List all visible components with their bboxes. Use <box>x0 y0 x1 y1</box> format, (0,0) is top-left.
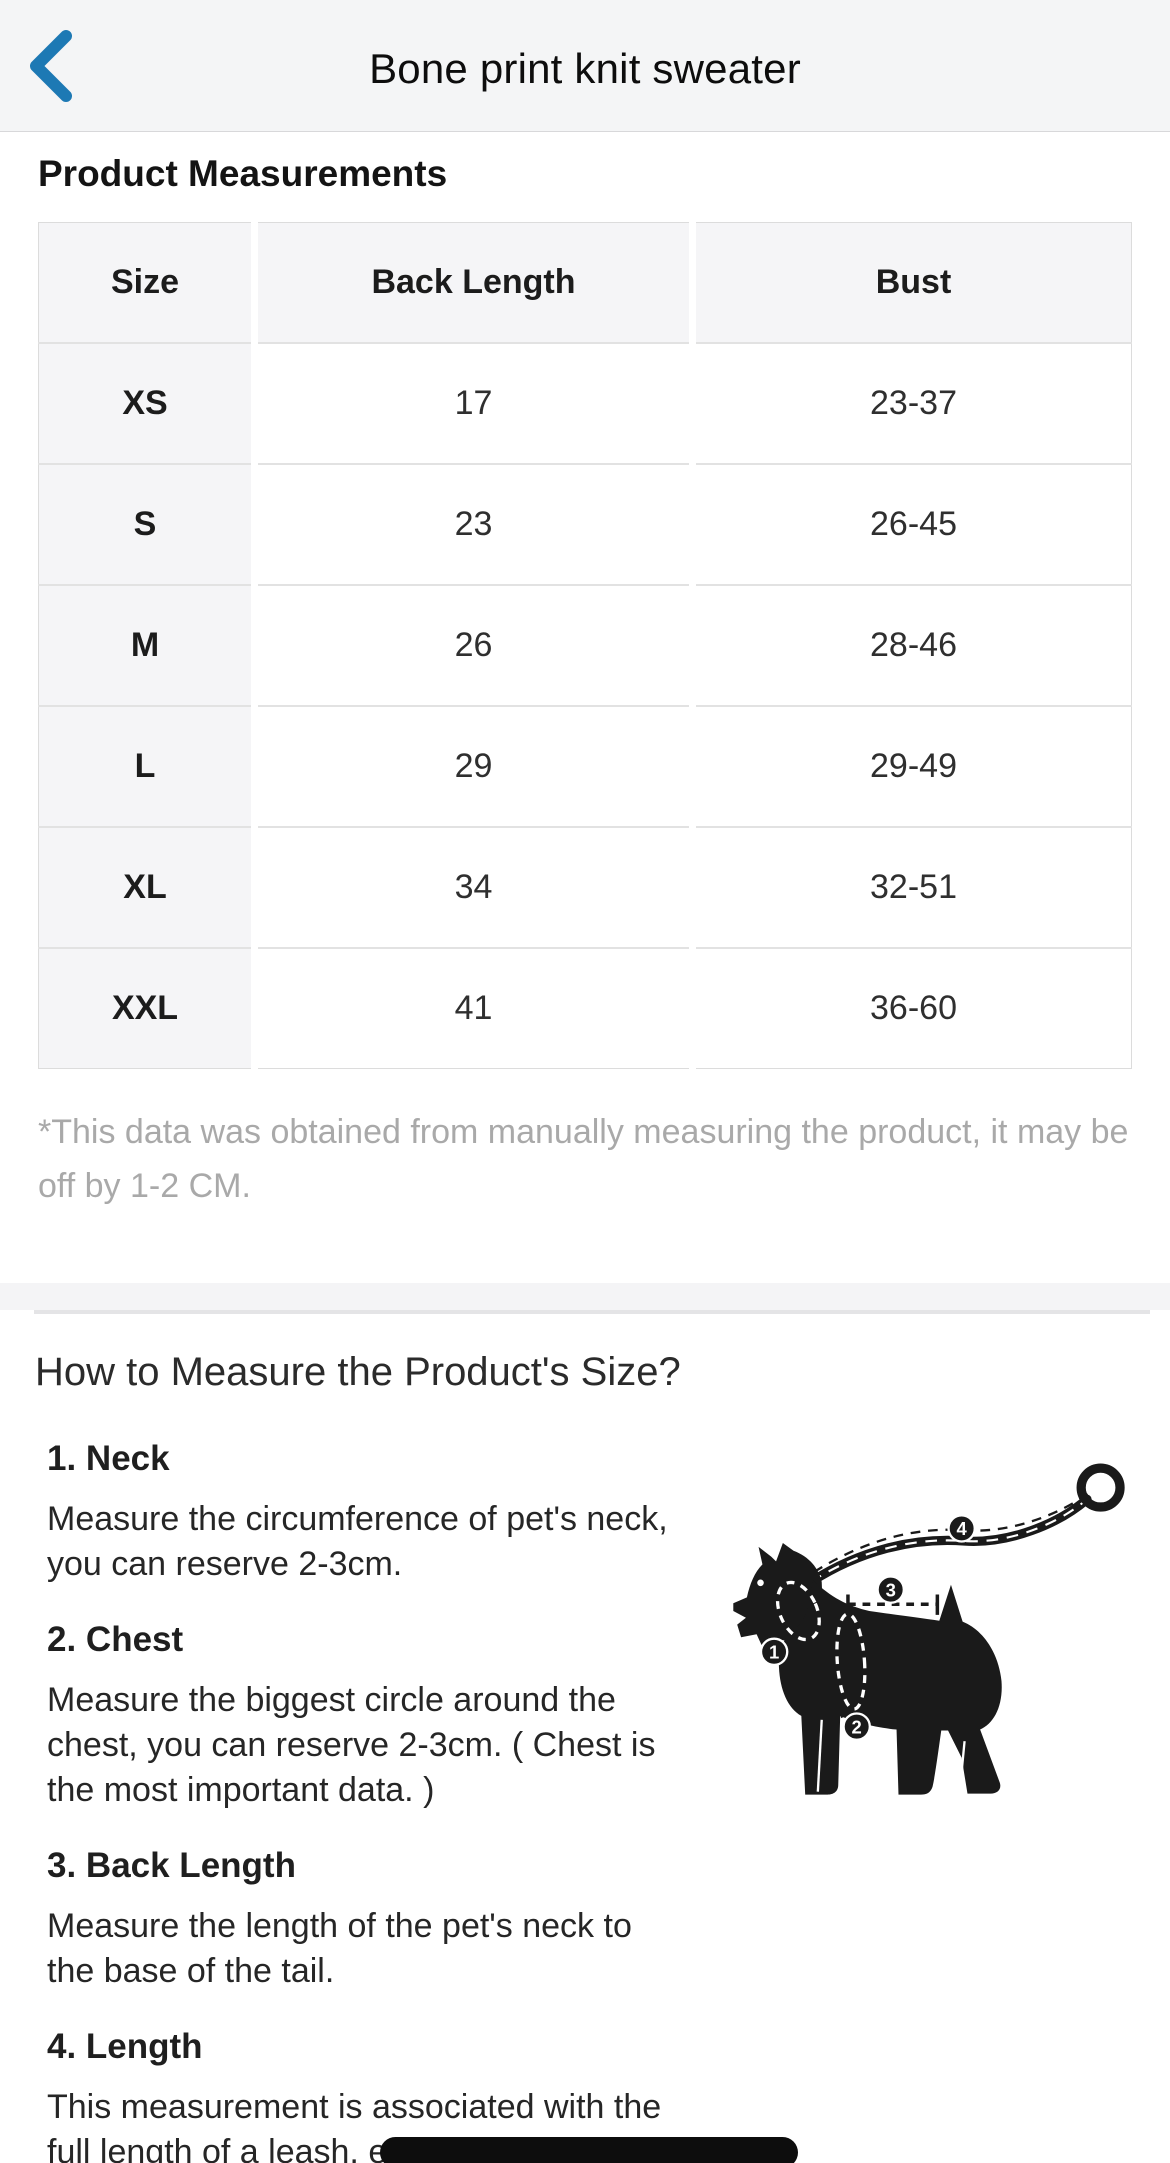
table-row: S 23 26-45 <box>38 464 1132 586</box>
chevron-left-icon <box>30 30 72 102</box>
step-title: 4. Length <box>47 2027 203 2066</box>
svg-text:4: 4 <box>957 1518 968 1539</box>
step-back-length: 3. Back Length Measure the length of the… <box>47 1843 687 1994</box>
measurements-heading: Product Measurements <box>38 153 448 194</box>
size-table-header-row: Size Back Length Bust <box>38 222 1132 344</box>
leash-stitch-dashes <box>810 1498 1088 1583</box>
step-chest: 2. Chest Measure the biggest circle arou… <box>47 1617 687 1813</box>
size-cell: XL <box>38 827 255 949</box>
size-cell: XXL <box>38 948 255 1069</box>
size-cell: M <box>38 585 255 707</box>
back-button[interactable] <box>14 24 86 108</box>
back-length-cell: 17 <box>251 343 693 465</box>
svg-text:2: 2 <box>852 1716 862 1737</box>
table-row: M 26 28-46 <box>38 585 1132 707</box>
dog-eye <box>757 1579 764 1587</box>
app-bar: Bone print knit sweater <box>0 0 1170 132</box>
badge-2-icon: 2 <box>842 1712 871 1741</box>
badge-1-icon: 1 <box>759 1637 789 1667</box>
size-table: Size Back Length Bust XS 17 23-37 S 23 2… <box>38 222 1132 1069</box>
table-row: XXL 41 36-60 <box>38 948 1132 1069</box>
back-length-cell: 29 <box>251 706 693 828</box>
how-to-body: 1. Neck Measure the circumference of pet… <box>35 1436 1170 2163</box>
step-text: Measure the circumference of pet's neck,… <box>47 1500 668 1583</box>
badge-4-icon: 4 <box>947 1514 976 1543</box>
step-text: Measure the biggest circle around the ch… <box>47 1681 656 1809</box>
back-measure-ticks <box>846 1594 940 1615</box>
rear-leg-separator <box>958 1741 966 1792</box>
chest-measure-ellipse <box>835 1612 867 1711</box>
bust-cell: 23-37 <box>689 343 1132 465</box>
how-to-steps: 1. Neck Measure the circumference of pet… <box>35 1436 798 2163</box>
badge-3-icon: 3 <box>876 1575 906 1604</box>
step-title: 1. Neck <box>47 1439 170 1478</box>
size-cell: S <box>38 464 255 586</box>
measurements-section: Product Measurements Size Back Length Bu… <box>0 132 1170 1213</box>
table-row: XL 34 32-51 <box>38 827 1132 949</box>
back-length-cell: 26 <box>251 585 693 707</box>
svg-text:3: 3 <box>886 1579 896 1600</box>
how-to-heading: How to Measure the Product's Size? <box>35 1350 681 1394</box>
front-leg-separator <box>816 1719 823 1792</box>
section-separator-band <box>0 1283 1170 1310</box>
step-text: Measure the length of the pet's neck to … <box>47 1907 632 1990</box>
col-header-size: Size <box>38 222 255 344</box>
measurement-footnote: *This data was obtained from manually me… <box>38 1113 1129 1205</box>
bust-cell: 28-46 <box>689 585 1132 707</box>
col-header-back-length: Back Length <box>251 222 693 344</box>
step-neck: 1. Neck Measure the circumference of pet… <box>47 1436 687 1587</box>
leash-ring <box>1076 1463 1125 1512</box>
dog-body-silhouette <box>778 1579 1002 1795</box>
step-length: 4. Length This measurement is associated… <box>47 2024 798 2163</box>
section-separator-line <box>34 1310 1150 1314</box>
back-length-cell: 23 <box>251 464 693 586</box>
size-cell: XS <box>38 343 255 465</box>
back-length-cell: 41 <box>251 948 693 1069</box>
svg-text:1: 1 <box>769 1642 779 1663</box>
step-title: 3. Back Length <box>47 1846 296 1885</box>
table-row: L 29 29-49 <box>38 706 1132 828</box>
how-to-section: How to Measure the Product's Size? 1. Ne… <box>0 1314 1170 2163</box>
bust-cell: 36-60 <box>689 948 1132 1069</box>
page-title: Bone print knit sweater <box>369 44 801 92</box>
size-cell: L <box>38 706 255 828</box>
bust-cell: 29-49 <box>689 706 1132 828</box>
bust-cell: 26-45 <box>689 464 1132 586</box>
bust-cell: 32-51 <box>689 827 1132 949</box>
back-length-cell: 34 <box>251 827 693 949</box>
table-row: XS 17 23-37 <box>38 343 1132 465</box>
col-header-bust: Bust <box>689 222 1132 344</box>
step-text: This measurement is associated with the … <box>47 2085 798 2163</box>
redaction-bar <box>380 2137 798 2163</box>
step-title: 2. Chest <box>47 1620 184 1659</box>
dog-measurement-diagram: 1 2 3 4 <box>733 1463 1125 1795</box>
dog-head-silhouette <box>733 1542 824 1647</box>
neck-measure-ellipse <box>775 1580 821 1642</box>
